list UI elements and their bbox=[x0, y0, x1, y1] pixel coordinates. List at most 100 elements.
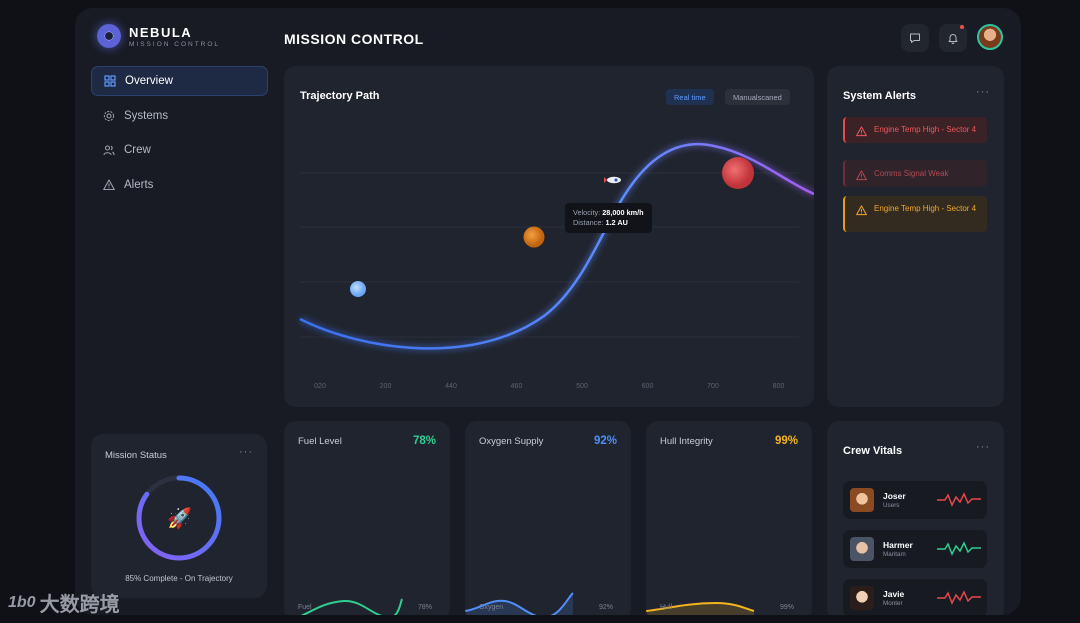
sidebar-item-label: Crew bbox=[124, 144, 151, 156]
warning-icon bbox=[856, 170, 867, 181]
trajectory-title: Trajectory Path bbox=[300, 90, 380, 102]
distance-label: Distance: bbox=[573, 218, 604, 227]
crew-name: Javie bbox=[883, 589, 905, 599]
mission-title: Mission Status bbox=[105, 450, 167, 461]
watermark: 1b0 大数跨境 bbox=[8, 588, 120, 617]
pulse-icon bbox=[937, 492, 981, 507]
fuel-level-card: Fuel Level 78% Fuel 78% bbox=[284, 421, 450, 615]
trajectory-card: Trajectory Path Real time Manualscaned V… bbox=[284, 66, 814, 407]
nebula-logo-icon bbox=[97, 24, 121, 48]
messages-button[interactable] bbox=[901, 24, 929, 52]
alert-item[interactable]: Engine Temp High - Sector 4 bbox=[843, 196, 987, 232]
x-tick-label: 460 bbox=[510, 383, 523, 390]
sidebar-item-label: Systems bbox=[124, 109, 169, 122]
mission-progress-ring bbox=[136, 475, 222, 561]
metric-mini-label: Oxygen bbox=[479, 604, 504, 611]
system-alerts-card: System Alerts ··· Engine Temp High - Sec… bbox=[827, 66, 1004, 407]
mission-more-button[interactable]: ··· bbox=[239, 446, 253, 458]
metric-label: Fuel Level bbox=[298, 436, 342, 447]
brand-name: NEBULA bbox=[129, 24, 193, 40]
avatar bbox=[850, 537, 874, 561]
distance-value: 1.2 AU bbox=[605, 218, 628, 227]
metric-value: 78% bbox=[412, 435, 436, 447]
gear-icon bbox=[103, 110, 115, 122]
bell-icon bbox=[948, 34, 958, 44]
hull-integrity-card: Hull Integrity 99% Hull 99% bbox=[646, 421, 812, 615]
crew-member-row[interactable]: Joser Users bbox=[843, 481, 987, 519]
warning-icon bbox=[856, 126, 867, 137]
watermark-text: 大数跨境 bbox=[39, 594, 120, 616]
chat-icon bbox=[910, 33, 920, 43]
sidebar-item-crew[interactable]: Crew bbox=[91, 135, 268, 165]
watermark-logo: 1b0 bbox=[8, 593, 36, 611]
planet-red[interactable] bbox=[722, 157, 754, 189]
alert-text: Engine Temp High - Sector 4 bbox=[874, 125, 977, 134]
crew-member-row[interactable]: Javie Monter bbox=[843, 579, 987, 615]
velocity-tooltip: Velocity: 28,000 km/h Distance: 1.2 AU bbox=[565, 203, 652, 233]
sidebar-item-systems[interactable]: Systems bbox=[91, 101, 268, 131]
sidebar-item-overview[interactable]: Overview bbox=[91, 66, 268, 96]
metric-mini-value: 78% bbox=[417, 604, 432, 611]
progress-arc bbox=[136, 475, 222, 561]
mission-caption: 85% Complete - On Trajectory bbox=[125, 574, 233, 583]
users-icon bbox=[103, 144, 115, 156]
metric-mini-label: Hull bbox=[660, 604, 673, 611]
warning-icon bbox=[856, 205, 867, 216]
oxygen-sparkline bbox=[465, 592, 574, 615]
velocity-value: 28,000 km/h bbox=[602, 208, 644, 217]
sidebar-nav: Overview Systems Crew Alerts bbox=[91, 66, 268, 204]
crew-member-row[interactable]: Harmer Maritam bbox=[843, 530, 987, 568]
pulse-icon bbox=[937, 590, 981, 605]
metric-mini-label: Fuel bbox=[298, 604, 312, 611]
brand-subtitle: MISSION CONTROL bbox=[129, 40, 221, 48]
x-tick-label: 500 bbox=[576, 383, 588, 390]
crew-title: Crew Vitals bbox=[843, 445, 903, 457]
crew-name: Joser bbox=[883, 491, 906, 501]
alert-text: Engine Temp High - Sector 4 bbox=[874, 204, 977, 213]
grid-icon bbox=[104, 75, 116, 87]
x-tick-label: 020 bbox=[314, 383, 326, 390]
alert-item[interactable]: Engine Temp High - Sector 4 bbox=[843, 117, 987, 143]
mission-status-card: Mission Status ··· 🚀 85% Complete - On T… bbox=[91, 434, 267, 598]
warning-icon bbox=[103, 178, 115, 191]
realtime-toggle[interactable]: Real time bbox=[666, 89, 714, 105]
oxygen-supply-card: Oxygen Supply 92% Oxygen 92% bbox=[465, 421, 631, 615]
planet-blue[interactable] bbox=[350, 281, 366, 297]
avatar bbox=[850, 586, 874, 610]
crew-more-button[interactable]: ··· bbox=[976, 441, 990, 453]
fuel-sparkline bbox=[300, 598, 403, 615]
x-tick-label: 700 bbox=[707, 383, 719, 390]
metric-mini-value: 99% bbox=[779, 604, 794, 611]
sidebar-item-alerts[interactable]: Alerts bbox=[91, 170, 268, 200]
crew-role: Maritam bbox=[883, 551, 906, 558]
crew-role: Users bbox=[883, 502, 900, 509]
alerts-more-button[interactable]: ··· bbox=[976, 86, 990, 98]
notification-dot bbox=[960, 25, 964, 29]
pulse-icon bbox=[937, 541, 981, 556]
hull-sparkline bbox=[646, 601, 755, 615]
grid-lines bbox=[300, 172, 799, 338]
crew-role: Monter bbox=[883, 600, 903, 607]
rocket-icon: 🚀 bbox=[167, 508, 192, 530]
metric-value: 92% bbox=[593, 435, 617, 447]
x-tick-label: 200 bbox=[379, 383, 392, 390]
brand[interactable]: NEBULA MISSION CONTROL bbox=[97, 24, 220, 48]
metric-label: Oxygen Supply bbox=[479, 436, 544, 447]
alert-item[interactable]: Comms Signal Weak bbox=[843, 160, 987, 187]
crew-name: Harmer bbox=[883, 540, 913, 550]
metric-value: 99% bbox=[774, 435, 798, 447]
app-window: NEBULA MISSION CONTROL Overview Systems … bbox=[75, 8, 1021, 615]
manual-scan-toggle[interactable]: Manualscaned bbox=[725, 89, 790, 105]
alert-text: Comms Signal Weak bbox=[874, 169, 949, 178]
sidebar-item-label: Overview bbox=[125, 75, 173, 87]
velocity-label: Velocity: bbox=[573, 208, 601, 217]
notifications-button[interactable] bbox=[939, 24, 967, 52]
planet-orange[interactable] bbox=[523, 226, 545, 248]
crew-vitals-card: Crew Vitals ··· Joser Users Harmer Marit… bbox=[827, 421, 1004, 615]
user-avatar[interactable] bbox=[977, 24, 1003, 50]
spacecraft-icon[interactable] bbox=[604, 176, 621, 184]
x-tick-label: 440 bbox=[445, 383, 457, 390]
sidebar-item-label: Alerts bbox=[124, 178, 154, 191]
alerts-title: System Alerts bbox=[843, 90, 916, 102]
avatar bbox=[850, 488, 874, 512]
